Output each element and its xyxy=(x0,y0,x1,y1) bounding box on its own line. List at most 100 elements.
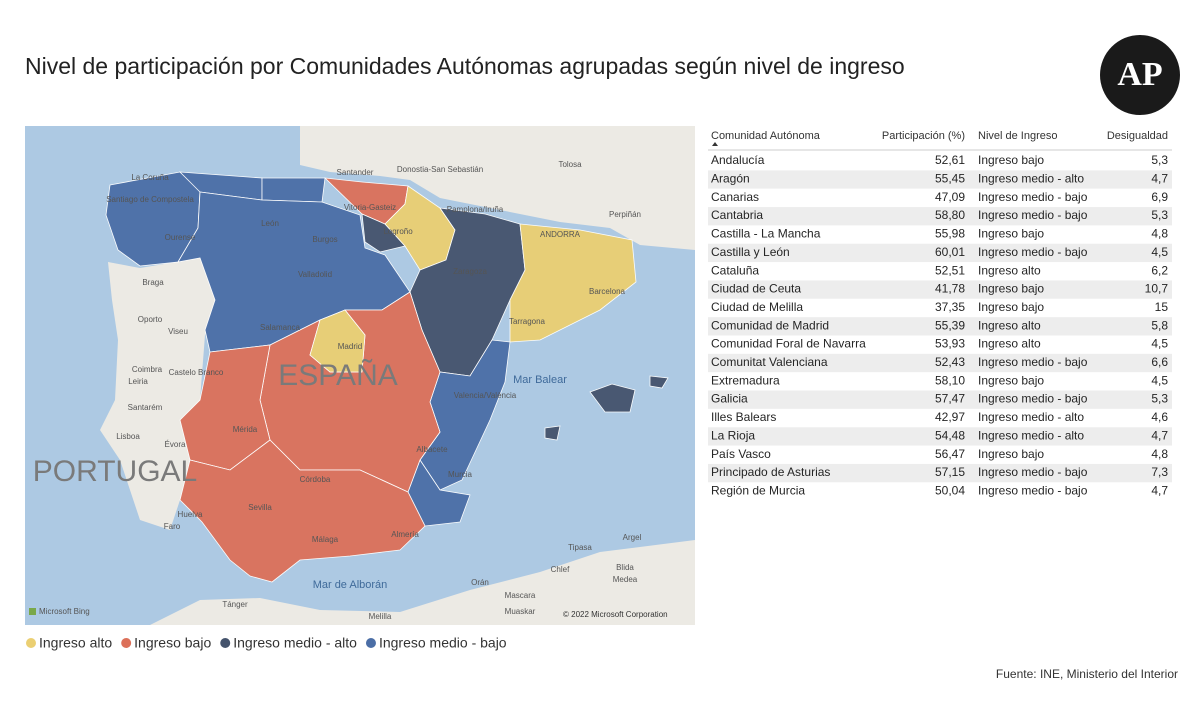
table-cell: Ingreso medio - bajo xyxy=(978,190,1088,204)
column-header: Desigualdad xyxy=(1107,130,1168,142)
table-cell: 55,39 xyxy=(935,318,965,332)
attribution: Microsoft Bing xyxy=(39,607,90,616)
map-label: Burgos xyxy=(312,235,337,244)
table-cell: Aragón xyxy=(711,172,750,186)
table-cell: 56,47 xyxy=(935,447,965,461)
table-cell: Ingreso medio - alto xyxy=(978,410,1084,424)
map-label: La Coruña xyxy=(131,173,169,182)
map-label: Mar Balear xyxy=(513,374,567,386)
region xyxy=(361,213,406,253)
attribution: © 2022 Microsoft Corporation xyxy=(563,610,668,619)
table-cell: Ingreso medio - alto xyxy=(978,172,1084,186)
map-label: Mar de Alborán xyxy=(313,579,388,591)
source: Fuente: INE, Ministerio del Interior xyxy=(996,667,1178,681)
map-label: Santiago de Compostela xyxy=(106,195,194,204)
table-cell: Ingreso medio - bajo xyxy=(978,483,1088,497)
map-label: Melilla xyxy=(369,612,392,621)
map-label: Huelva xyxy=(178,510,203,519)
region xyxy=(509,223,637,343)
table-cell: 5,3 xyxy=(1151,208,1168,222)
map-label: Murcia xyxy=(448,470,473,479)
table-cell: 52,51 xyxy=(935,263,965,277)
table-cell: 42,97 xyxy=(935,410,965,424)
row-band xyxy=(708,427,1172,446)
row-band xyxy=(708,353,1172,373)
row-band xyxy=(708,207,1172,226)
region xyxy=(179,439,426,583)
map-label: Oporto xyxy=(138,315,163,324)
table-cell: Ingreso medio - alto xyxy=(978,428,1084,442)
column-header: Participación (%) xyxy=(882,130,965,142)
map-label: Évora xyxy=(165,440,186,449)
map-label: Blida xyxy=(616,563,634,572)
map-label: Pamplona/Iruña xyxy=(447,205,504,214)
table-cell: Región de Murcia xyxy=(711,483,805,497)
table-cell: Ingreso medio - bajo xyxy=(978,392,1088,406)
title: Nivel de participación por Comunidades A… xyxy=(25,53,905,79)
map-label: Tolosa xyxy=(558,160,582,169)
table-cell: Ingreso medio - bajo xyxy=(978,208,1088,222)
france xyxy=(300,126,695,250)
table-cell: Ingreso bajo xyxy=(978,300,1044,314)
table-cell: 58,80 xyxy=(935,208,965,222)
table-cell: Castilla - La Mancha xyxy=(711,227,821,241)
map-label: Albacete xyxy=(416,445,448,454)
legend-label: Ingreso alto xyxy=(39,635,112,651)
row-band xyxy=(708,280,1172,299)
column-header: Comunidad Autónoma xyxy=(711,130,821,142)
table-cell: Cataluña xyxy=(711,263,759,277)
table-cell: 5,3 xyxy=(1151,392,1168,406)
column-header: Nivel de Ingreso xyxy=(978,130,1058,142)
table-cell: 37,35 xyxy=(935,300,965,314)
region xyxy=(649,375,669,389)
table-cell: 55,98 xyxy=(935,227,965,241)
logo: AP xyxy=(1117,56,1162,93)
table-cell: 6,2 xyxy=(1151,263,1168,277)
table-cell: Ingreso bajo xyxy=(978,282,1044,296)
portugal xyxy=(100,258,215,530)
table-cell: Ingreso medio - bajo xyxy=(978,245,1088,259)
table-cell: 4,5 xyxy=(1151,245,1168,259)
table-cell: Ingreso medio - bajo xyxy=(978,465,1088,479)
table-cell: Ingreso bajo xyxy=(978,153,1044,167)
map-label: Argel xyxy=(623,533,642,542)
map-label: Chlef xyxy=(551,565,570,574)
table-cell: 4,5 xyxy=(1151,337,1168,351)
table-cell: 4,5 xyxy=(1151,373,1168,387)
table-cell: 54,48 xyxy=(935,428,965,442)
table-cell: Ingreso bajo xyxy=(978,227,1044,241)
table-cell: Ciudad de Ceuta xyxy=(711,282,801,296)
table-cell: Comunidad de Madrid xyxy=(711,318,829,332)
map-label: Viseu xyxy=(168,327,188,336)
legend-label: Ingreso bajo xyxy=(134,635,211,651)
table-cell: Illes Balears xyxy=(711,410,776,424)
legend-swatch xyxy=(365,638,376,648)
map: La Coruña Santiago de Compostela Ourense Le… xyxy=(25,126,695,625)
table-cell: 7,3 xyxy=(1151,465,1168,479)
map-label: Medea xyxy=(613,575,638,584)
map-label: Valencia/València xyxy=(454,391,517,400)
table-cell: Principado de Asturias xyxy=(711,465,830,479)
map-label: Málaga xyxy=(312,535,339,544)
legend-label: Ingreso medio - bajo xyxy=(379,635,507,651)
row-band xyxy=(708,463,1172,483)
map-label: Castelo Branco xyxy=(169,368,224,377)
table-cell: 41,78 xyxy=(935,282,965,296)
table-cell: 6,9 xyxy=(1151,190,1168,204)
region xyxy=(261,177,326,203)
map-label: Tánger xyxy=(222,600,248,609)
region xyxy=(309,309,366,373)
legend-label: Ingreso medio - alto xyxy=(233,635,357,651)
map-label: Salamanca xyxy=(260,323,301,332)
table-cell: 58,10 xyxy=(935,373,965,387)
bing-logo xyxy=(29,608,36,615)
map-label: ESPAÑA xyxy=(278,358,398,392)
table-cell: Cantabria xyxy=(711,208,763,222)
map-label: Braga xyxy=(142,278,164,287)
region xyxy=(589,383,636,413)
map-label: ANDORRA xyxy=(540,230,581,239)
table-cell: Ingreso bajo xyxy=(978,447,1044,461)
table-cell: Comunitat Valenciana xyxy=(711,355,828,369)
map-label: Tarragona xyxy=(509,317,546,326)
